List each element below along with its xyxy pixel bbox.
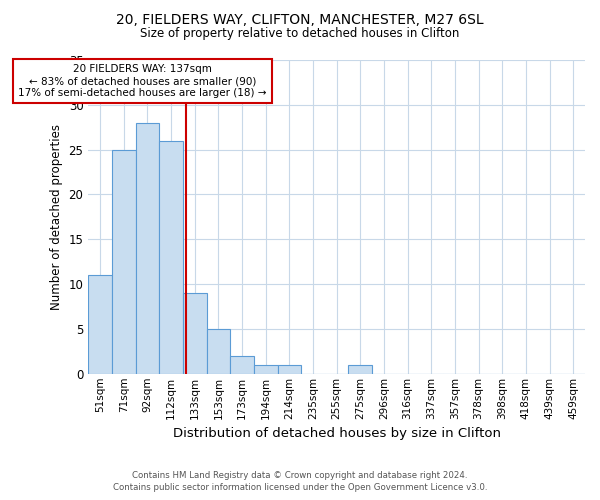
Bar (349, 365, 372, 374)
Y-axis label: Number of detached properties: Number of detached properties (50, 124, 63, 310)
Text: 20, FIELDERS WAY, CLIFTON, MANCHESTER, M27 6SL: 20, FIELDERS WAY, CLIFTON, MANCHESTER, M… (116, 12, 484, 26)
Bar (230, 356, 254, 374)
Bar (159, 140, 183, 374)
Bar (112, 150, 136, 374)
Bar (206, 329, 230, 374)
Bar (278, 365, 301, 374)
Bar (88, 275, 112, 374)
Bar (136, 123, 159, 374)
Text: Contains HM Land Registry data © Crown copyright and database right 2024.
Contai: Contains HM Land Registry data © Crown c… (113, 471, 487, 492)
Text: Size of property relative to detached houses in Clifton: Size of property relative to detached ho… (140, 28, 460, 40)
Text: 20 FIELDERS WAY: 137sqm
← 83% of detached houses are smaller (90)
17% of semi-de: 20 FIELDERS WAY: 137sqm ← 83% of detache… (19, 64, 267, 98)
X-axis label: Distribution of detached houses by size in Clifton: Distribution of detached houses by size … (173, 427, 500, 440)
Bar (254, 365, 278, 374)
Bar (183, 293, 206, 374)
